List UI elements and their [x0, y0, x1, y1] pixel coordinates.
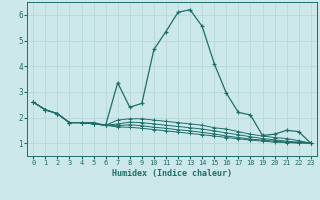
X-axis label: Humidex (Indice chaleur): Humidex (Indice chaleur) [112, 169, 232, 178]
